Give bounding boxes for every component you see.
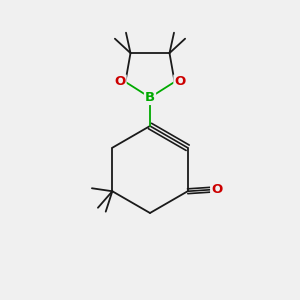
- Text: O: O: [211, 183, 222, 196]
- Text: O: O: [174, 75, 186, 88]
- Text: B: B: [145, 91, 155, 104]
- Text: O: O: [114, 75, 126, 88]
